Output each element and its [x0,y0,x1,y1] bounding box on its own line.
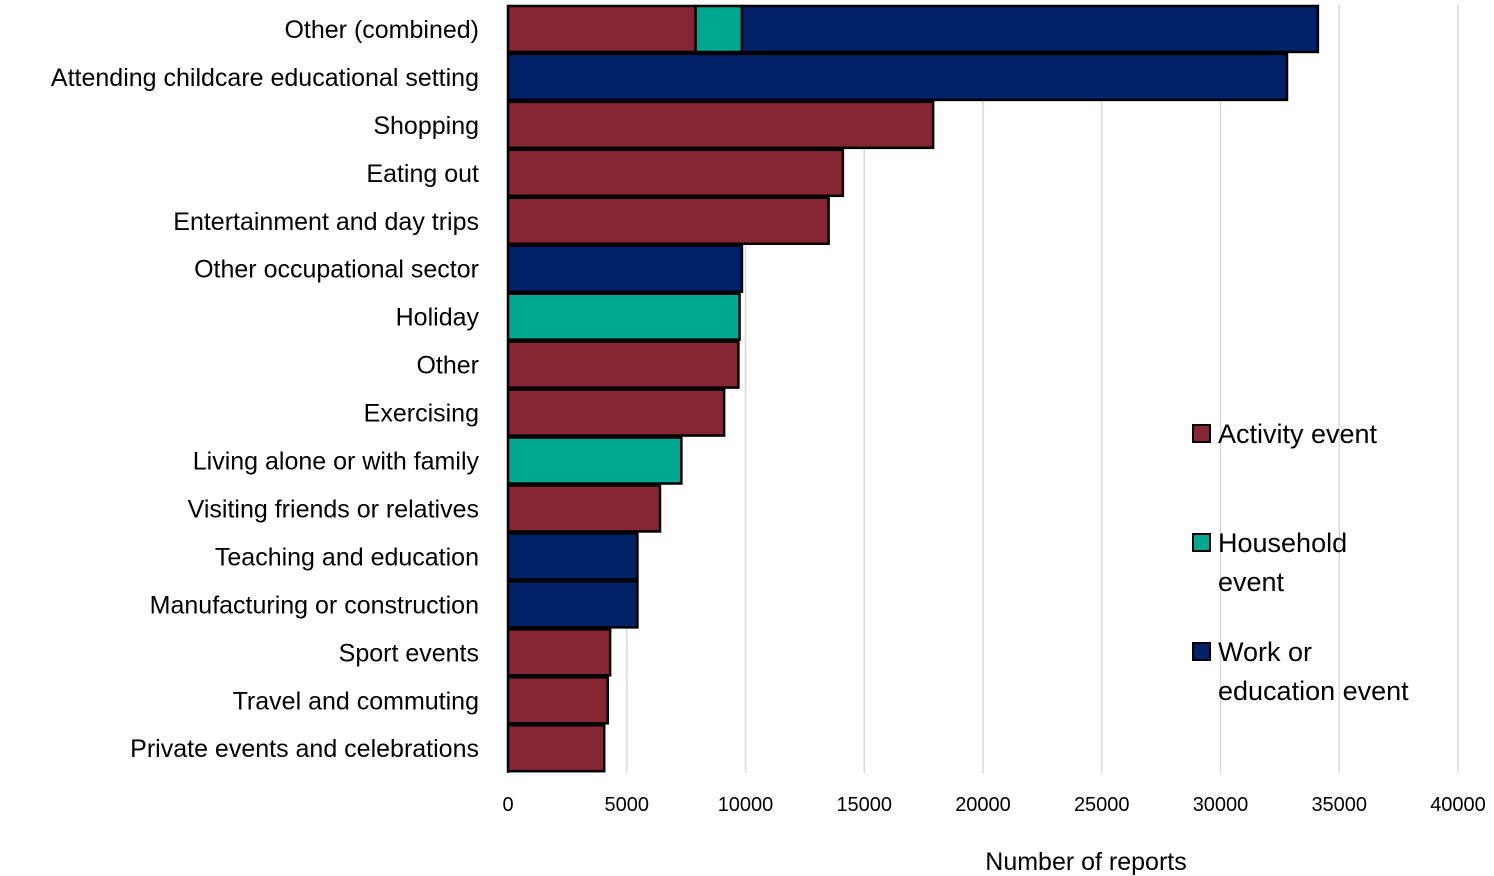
x-tick-label-8: 40000 [1430,794,1486,816]
legend-label-0-line-0: Activity event [1218,419,1378,449]
bar-4-series-0 [508,198,829,244]
category-label-15: Private events and celebrations [130,735,479,763]
legend: Activity event Household event Work or educa… [1193,419,1409,706]
x-tick-label-6: 30000 [1193,794,1249,816]
category-label-2: Shopping [373,112,479,140]
x-tick-label-1: 5000 [605,794,650,816]
bar-12-series-2 [508,581,637,627]
legend-label-2-line-1: education event [1218,676,1409,706]
bar-0-series-0 [508,6,696,52]
category-label-3: Eating out [366,160,479,188]
legend-swatch-0 [1193,425,1210,442]
bar-5-series-2 [508,246,742,292]
category-label-8: Exercising [364,400,479,428]
bar-11-series-2 [508,533,637,579]
x-axis-title: Number of reports [985,848,1186,876]
bar-0-series-2 [742,6,1318,52]
category-label-12: Manufacturing or construction [150,591,479,619]
bar-2-series-0 [508,102,933,148]
x-tick-label-3: 15000 [836,794,892,816]
category-label-10: Visiting friends or relatives [188,495,479,523]
category-label-4: Entertainment and day trips [173,208,479,236]
bar-13-series-0 [508,629,610,675]
bar-1-series-2 [508,54,1287,100]
category-label-9: Living alone or with family [193,448,480,476]
bar-15-series-0 [508,725,604,771]
category-label-5: Other occupational sector [194,256,479,284]
legend-label-2-line-0: Work or [1218,637,1312,667]
legend-swatch-1 [1193,534,1210,551]
bar-7-series-0 [508,342,738,388]
bar-9-series-1 [508,438,681,484]
bar-14-series-0 [508,677,608,723]
category-label-14: Travel and commuting [233,687,479,715]
x-tick-label-7: 35000 [1311,794,1367,816]
category-label-0: Other (combined) [284,16,479,44]
bar-10-series-0 [508,486,660,532]
legend-label-1-line-1: event [1218,567,1285,597]
category-labels: Other (combined) Attending childcare educ… [51,16,480,763]
category-label-11: Teaching and education [215,543,479,571]
legend-swatch-2 [1193,643,1210,660]
category-label-13: Sport events [339,639,479,667]
x-tick-label-0: 0 [502,794,513,816]
legend-label-1-line-0: Household [1218,528,1347,558]
bar-0-series-1 [696,6,742,52]
bar-6-series-1 [508,294,740,340]
category-label-1: Attending childcare educational setting [51,64,479,92]
category-label-7: Other [416,352,479,380]
x-tick-label-4: 20000 [955,794,1011,816]
bar-3-series-0 [508,150,843,196]
category-label-6: Holiday [396,304,480,332]
x-tick-label-2: 10000 [718,794,774,816]
x-tick-labels: 0 5000 10000 15000 20000 25000 30000 35000 40000 [502,794,1485,816]
x-tick-label-5: 25000 [1074,794,1130,816]
bar-8-series-0 [508,390,724,436]
